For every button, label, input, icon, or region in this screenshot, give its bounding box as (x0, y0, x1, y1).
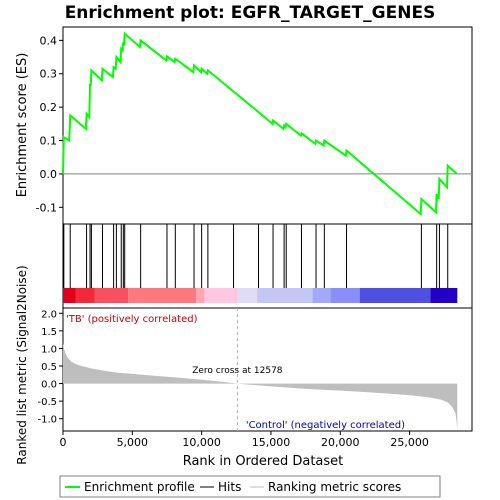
zero-cross-label: Zero cross at 12578 (192, 366, 283, 376)
color-bar-segment (63, 288, 76, 303)
es-panel: -0.1 0.0 0.1 0.2 0.3 0.4 Enrichment score (ES… (15, 26, 473, 225)
es-y-tick-label: 0.2 (40, 101, 58, 114)
es-y-tick-label: 0.4 (40, 34, 58, 47)
es-y-tick-label: -0.1 (36, 201, 57, 214)
color-bar-segment (75, 288, 95, 303)
color-bar-segment (237, 288, 258, 303)
metric-y-tick-label: -1.0 (37, 415, 57, 426)
color-bar-segment (204, 288, 238, 303)
positive-correlation-label: 'TB' (positively correlated) (66, 314, 198, 325)
legend: Enrichment profile Hits Ranking metric s… (59, 475, 441, 498)
ranking-metric-area (63, 343, 458, 428)
color-bar-segment (430, 288, 458, 303)
legend-metric-label: Ranking metric scores (268, 480, 401, 494)
enrichment-profile-line (62, 31, 458, 217)
es-y-axis-label: Enrichment score (ES) (15, 53, 30, 198)
color-bar-segment (312, 288, 331, 303)
x-tick-label: 15,000 (252, 436, 291, 449)
color-bar-segment (128, 288, 197, 303)
metric-y-tick-label: 2.0 (41, 309, 57, 320)
legend-enrichment-label: Enrichment profile (84, 480, 195, 494)
metric-y-axis-label: Ranked list metric (Signal2Noise) (15, 265, 29, 464)
x-axis-label: Rank in Ordered Dataset (183, 454, 344, 469)
metric-y-tick-label: 0.5 (41, 362, 57, 373)
negative-correlation-label: 'Control' (negatively correlated) (246, 420, 405, 431)
x-tick-label: 25,000 (390, 436, 429, 449)
metric-y-tick-label: 1.5 (41, 327, 57, 338)
hits-panel (62, 223, 473, 309)
legend-hits-label: Hits (218, 480, 241, 494)
x-tick-label: 0 (60, 436, 67, 449)
es-y-tick-label: 0.0 (40, 168, 58, 181)
color-bar-segment (196, 288, 205, 303)
color-bar-segment (94, 288, 129, 303)
metric-y-tick-label: -0.5 (37, 397, 57, 408)
x-tick-label: 20,000 (321, 436, 360, 449)
x-tick-label: 10,000 (182, 436, 221, 449)
chart-title: Enrichment plot: EGFR_TARGET_GENES (65, 3, 436, 23)
es-y-tick-label: 0.1 (40, 135, 58, 148)
metric-y-tick-label: 1.0 (41, 344, 57, 355)
color-bar-segment (257, 288, 313, 303)
x-tick-label: 5,000 (117, 436, 149, 449)
es-y-tick-label: 0.3 (40, 68, 58, 81)
color-bar-segment (359, 288, 431, 303)
color-bar-segment (330, 288, 360, 303)
metric-panel: -1.0 -0.5 0.0 0.5 1.0 1.5 2.0 'TB' (positively… (15, 265, 473, 465)
metric-y-tick-label: 0.0 (41, 380, 57, 391)
